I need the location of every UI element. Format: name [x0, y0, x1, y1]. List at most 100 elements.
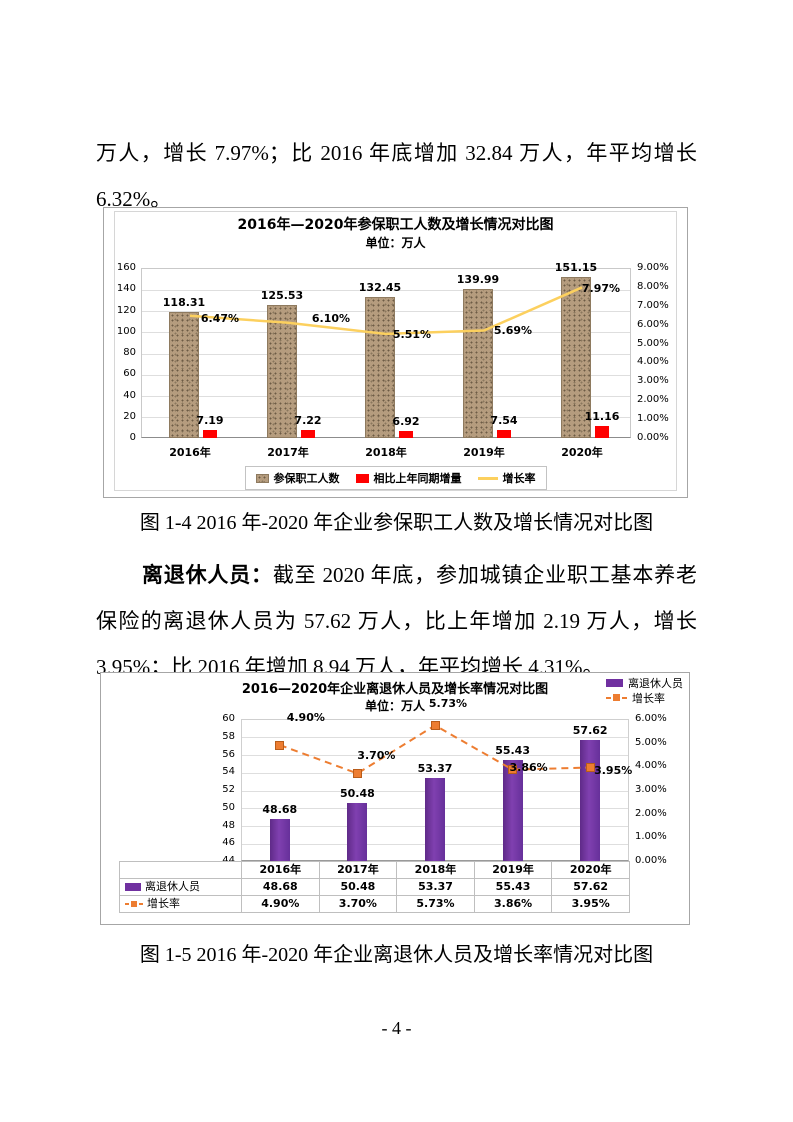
table-row-label: 离退休人员 — [120, 879, 242, 896]
insured-count-bar — [463, 289, 493, 438]
gridline — [142, 289, 630, 291]
text-line: 万人，增长 7.97%；比 2016 年底增加 32.84 万人，年平均增长 — [96, 141, 697, 165]
growth-marker — [585, 763, 595, 773]
table-value-cell: 5.73% — [397, 896, 475, 913]
insured-count-bar — [169, 312, 199, 438]
chart-title: 2016年—2020年参保职工人数及增长情况对比图 — [237, 217, 554, 233]
bar-value-label: 50.48 — [339, 787, 375, 801]
right-axis-tick: 2.00% — [635, 807, 667, 819]
insured-count-bar — [365, 297, 395, 438]
retirees-bar — [269, 819, 290, 861]
table-value-cell: 3.70% — [319, 896, 398, 913]
retirees-swatch — [606, 678, 623, 687]
left-axis-tick: 140 — [116, 283, 136, 295]
table-year-header: 2020年 — [552, 862, 630, 879]
right-axis-tick: 3.00% — [637, 375, 669, 387]
chart-legend: 离退休人员 增长率 — [606, 676, 683, 705]
row-label-text: 离退休人员 — [145, 880, 200, 893]
gridline — [242, 755, 628, 756]
chart-insured-employees-figure: 2016年—2020年参保职工人数及增长情况对比图 单位：万人 0 20 40 60 80 1… — [103, 207, 688, 498]
row-label-text: 增长率 — [147, 897, 180, 910]
figure1-caption: 图 1-4 2016 年-2020 年企业参保职工人数及增长情况对比图 — [139, 512, 654, 534]
increment-bar — [497, 429, 511, 438]
bar-value-label: 6.92 — [392, 414, 420, 428]
bar-value-label: 7.19 — [196, 414, 224, 428]
retirees-bar — [502, 759, 523, 861]
text-line: 保险的离退休人员为 57.62 万人，比上年增加 2.19 万人，增长 — [96, 609, 697, 633]
left-axis-tick: 100 — [116, 325, 136, 337]
left-axis-tick: 120 — [116, 304, 136, 316]
x-axis-label: 2018年 — [365, 446, 407, 459]
left-axis-tick: 60 — [222, 713, 235, 724]
right-axis-tick: 8.00% — [637, 280, 669, 292]
left-axis-tick: 48 — [222, 819, 235, 831]
increment-bar — [301, 430, 315, 438]
dash — [125, 903, 129, 905]
right-axis-tick: 5.00% — [635, 736, 667, 748]
right-axis-tick: 5.00% — [637, 337, 669, 349]
line-value-label: 6.10% — [311, 311, 351, 325]
retirees-bar — [347, 803, 368, 861]
right-axis-tick: 0.00% — [637, 432, 669, 443]
bar-value-label: 7.54 — [490, 413, 518, 427]
chart-retirees-figure: 2016—2020年企业离退休人员及增长率情况对比图 单位：万人 离退休人员 增长率 4… — [100, 672, 690, 925]
line-value-label: 3.95% — [594, 763, 633, 777]
dash — [622, 696, 627, 699]
paragraph-retirees: 离退休人员：截至 2020 年底，参加城镇企业职工基本养老 保险的离退休人员为 … — [96, 552, 697, 690]
retirees-bar — [580, 740, 601, 861]
paragraph-insured-growth: 万人，增长 7.97%；比 2016 年底增加 32.84 万人，年平均增长 6… — [96, 130, 697, 222]
legend-label: 增长率 — [632, 691, 665, 705]
growth-line-swatch — [606, 694, 627, 701]
growth-marker — [508, 765, 518, 775]
bar-value-label: 53.37 — [417, 761, 453, 775]
table-year-header: 2017年 — [319, 862, 398, 879]
chart-unit-label: 单位：万人 — [365, 236, 426, 250]
table-value-cell: 57.62 — [552, 879, 630, 896]
growth-rate-line — [189, 286, 583, 336]
bar-value-label: 57.62 — [572, 724, 608, 738]
right-axis-tick: 4.00% — [635, 760, 667, 772]
growth-line-swatch — [125, 901, 143, 907]
table-value-cell: 48.68 — [242, 879, 320, 896]
legend-item-insured: 参保职工人数 — [255, 470, 340, 486]
table-corner-cell — [120, 862, 242, 879]
increment-bar — [595, 426, 609, 438]
increment-bar — [399, 430, 413, 438]
text-span: 截至 2020 年底，参加城镇企业职工基本养老 — [272, 563, 697, 587]
insured-count-bar — [267, 304, 297, 438]
left-axis-tick: 40 — [123, 389, 136, 401]
line-value-label: 6.47% — [200, 311, 240, 325]
bar-value-label: 7.22 — [294, 414, 322, 428]
legend-label: 参保职工人数 — [273, 472, 340, 485]
growth-marker — [352, 768, 362, 778]
legend-label: 离退休人员 — [628, 676, 683, 690]
line-value-label: 7.97% — [581, 282, 621, 296]
bar-value-label: 48.68 — [262, 803, 298, 817]
square — [131, 901, 137, 907]
legend-label: 相比上年同期增量 — [373, 472, 462, 485]
retirees-bar — [425, 777, 445, 861]
left-axis-tick: 20 — [123, 410, 136, 422]
bar-value-label: 151.15 — [554, 261, 598, 275]
table-value-cell: 55.43 — [474, 879, 553, 896]
line-value-label: 3.86% — [509, 760, 548, 774]
bar-value-label: 11.16 — [584, 410, 620, 424]
chart-title: 2016—2020年企业离退休人员及增长率情况对比图 — [241, 682, 549, 697]
right-axis-tick: 0.00% — [635, 855, 667, 866]
x-axis-label: 2017年 — [267, 446, 309, 459]
gridline — [242, 737, 628, 739]
growth-marker — [275, 740, 285, 750]
legend-label: 增长率 — [502, 472, 536, 485]
right-axis-tick: 7.00% — [637, 299, 669, 311]
left-axis-tick: 58 — [222, 730, 235, 742]
growth-rate-line — [279, 724, 591, 775]
line-value-label: 5.51% — [392, 327, 432, 341]
figure2-caption: 图 1-5 2016 年-2020 年企业离退休人员及增长率情况对比图 — [139, 944, 654, 966]
insured-count-bar — [561, 277, 591, 438]
legend-item-increment: 相比上年同期增量 — [355, 470, 462, 486]
left-axis-tick: 160 — [116, 262, 136, 273]
left-axis-tick: 60 — [123, 368, 136, 380]
table-value-cell: 50.48 — [319, 879, 398, 896]
line-value-label: 5.69% — [493, 323, 533, 337]
